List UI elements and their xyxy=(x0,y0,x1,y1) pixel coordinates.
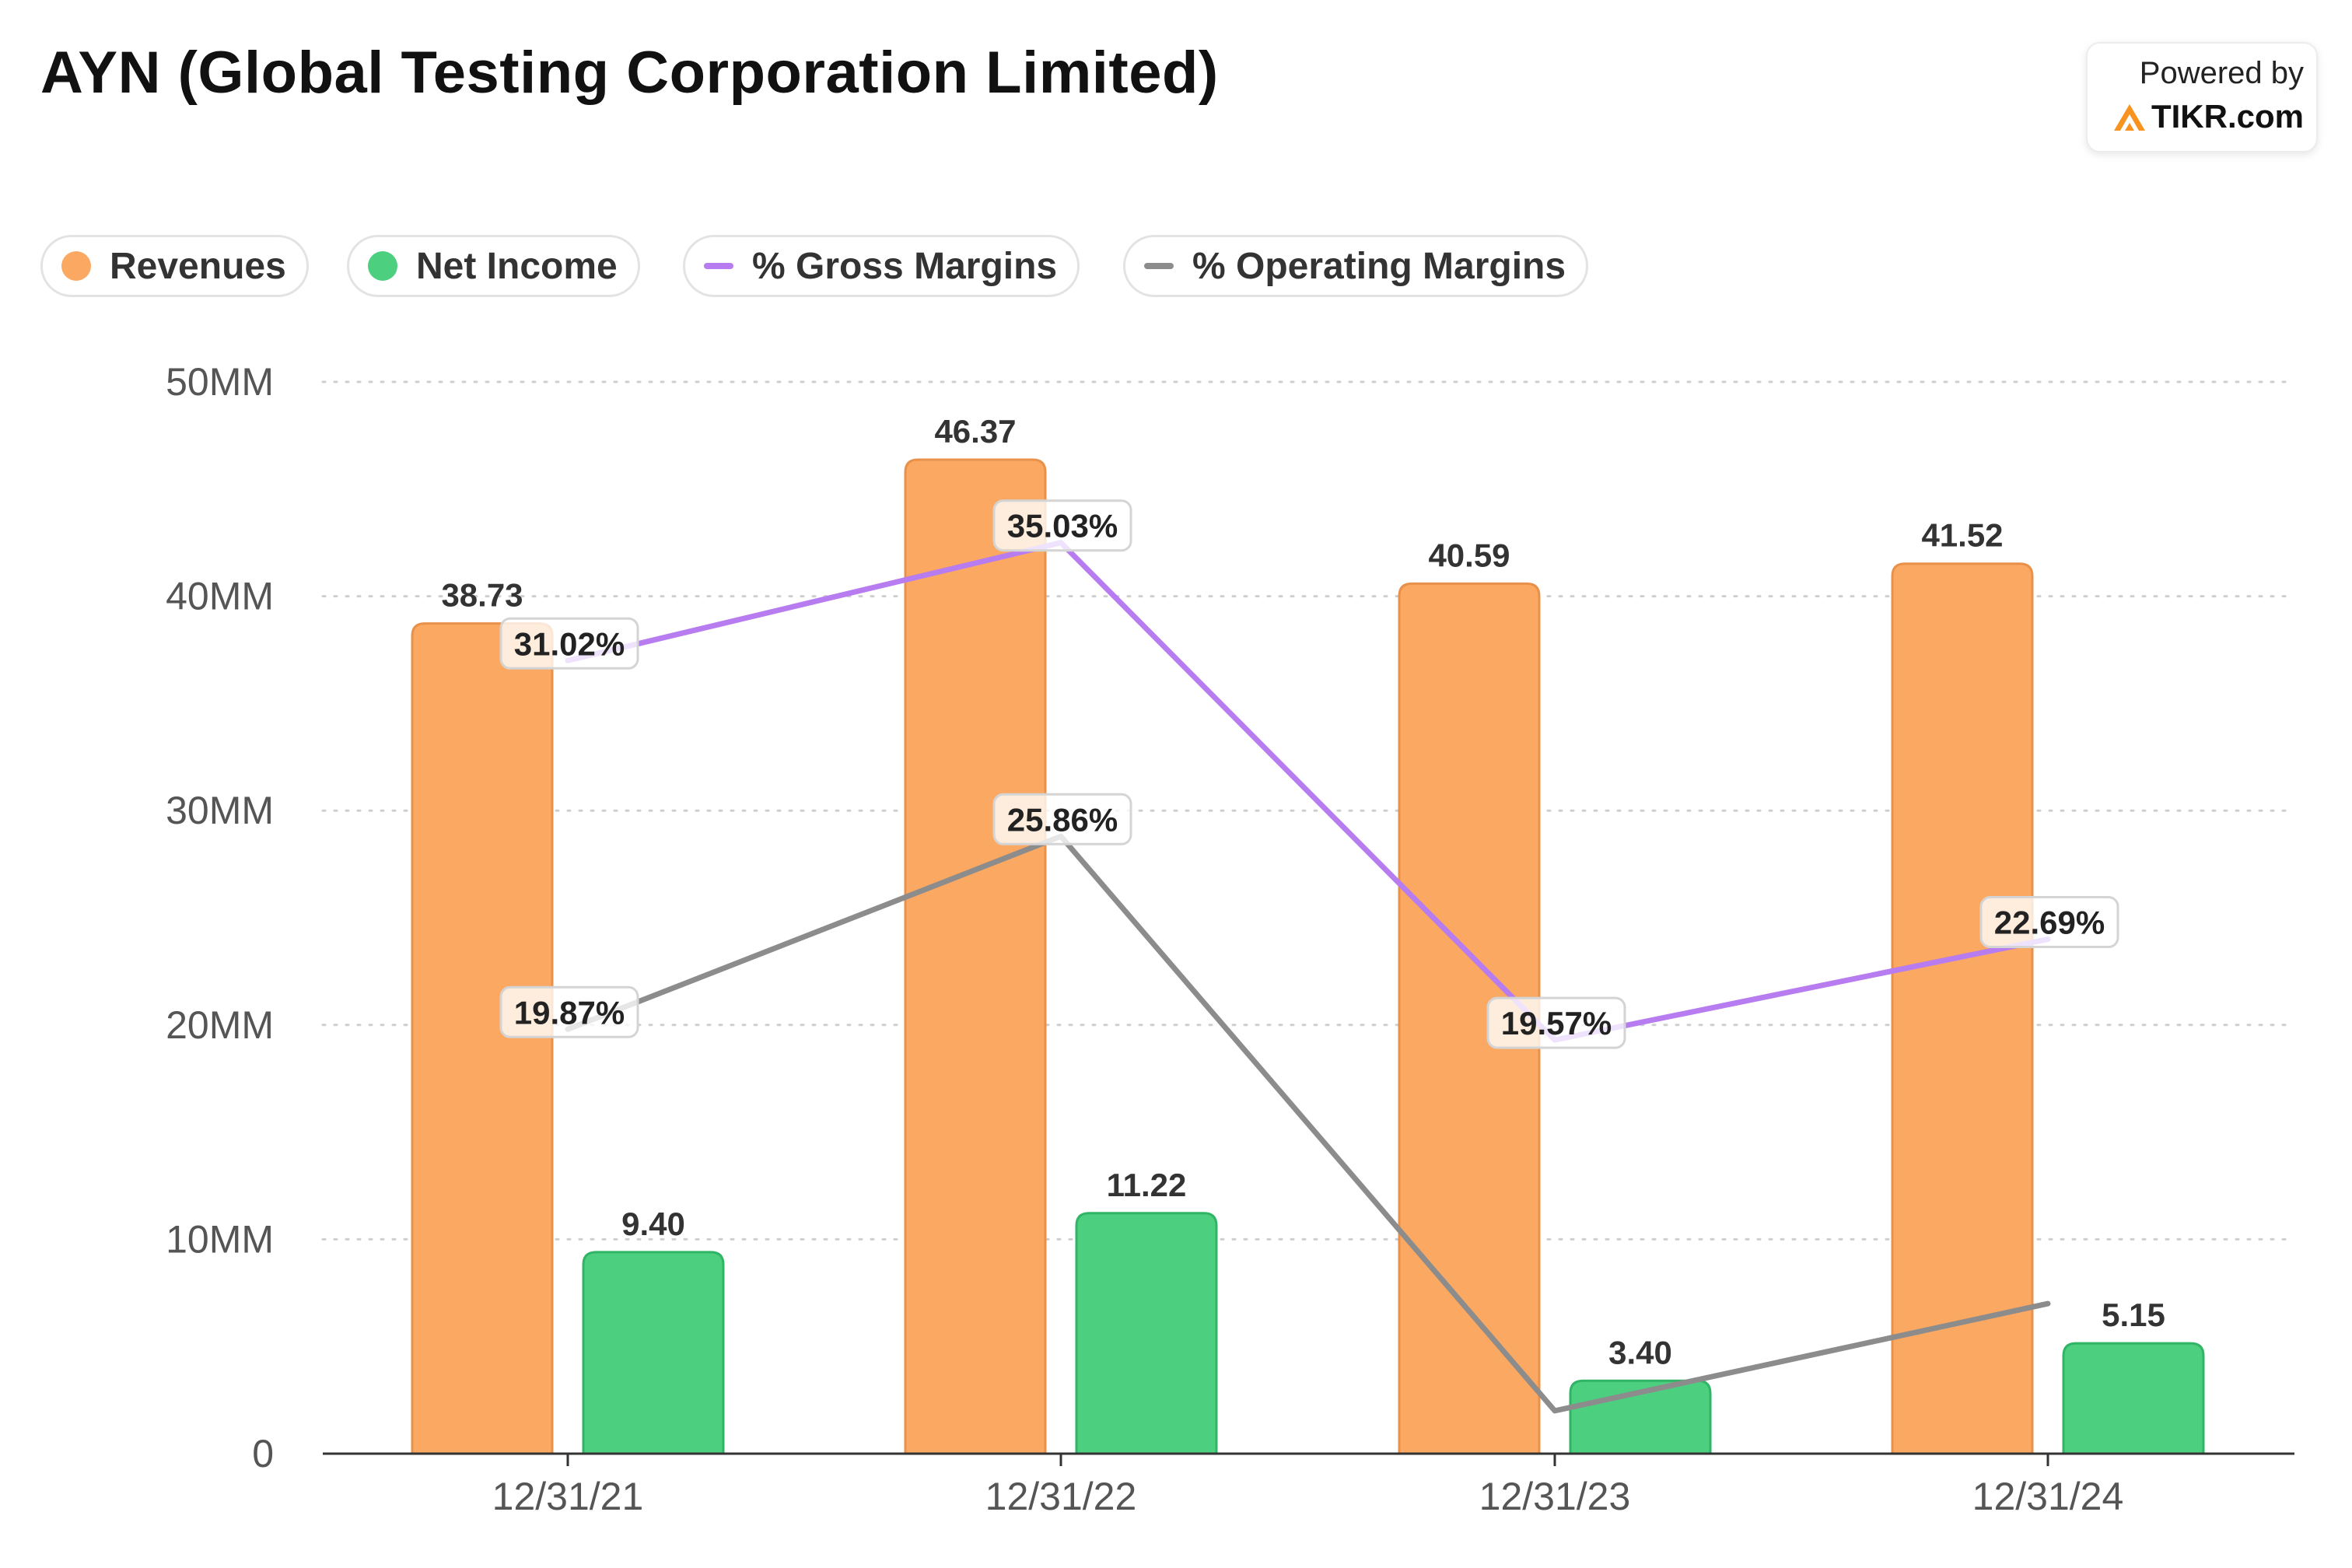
legend-label-operating-margins: % Operating Margins xyxy=(1192,245,1566,287)
x-tick-label: 12/31/21 xyxy=(492,1475,644,1518)
y-tick-label: 0 xyxy=(252,1432,274,1475)
net-income-data-label: 9.40 xyxy=(621,1206,685,1242)
revenues-dot-icon xyxy=(61,251,91,281)
gross-margins-data-label: 22.69% xyxy=(1994,905,2105,941)
powered-by-badge[interactable]: Powered by TIKR.com xyxy=(2086,42,2318,152)
operating-margins-line-icon xyxy=(1144,263,1174,269)
y-tick-label: 10MM xyxy=(166,1217,274,1261)
x-tick-label: 12/31/23 xyxy=(1479,1475,1631,1518)
gross-margins-data-label: 35.03% xyxy=(1007,508,1118,544)
revenues-data-label: 41.52 xyxy=(1921,517,2003,554)
gross-margins-label-box xyxy=(1486,996,1626,1049)
x-tick-label: 12/31/24 xyxy=(1972,1475,2124,1518)
operating-margins-data-label: 19.87% xyxy=(514,994,625,1031)
y-tick-label: 40MM xyxy=(166,575,274,618)
brand-name-text: TIKR.com xyxy=(2151,98,2304,135)
gross-margins-line-icon xyxy=(704,263,733,269)
brand-name: TIKR.com xyxy=(2112,98,2304,135)
legend-item-gross-margins[interactable]: % Gross Margins xyxy=(683,235,1080,297)
net-income-bar xyxy=(1075,1212,1218,1455)
revenues-bar xyxy=(411,622,554,1455)
gross-margins-data-label: 31.02% xyxy=(514,625,625,662)
x-tick-label: 12/31/22 xyxy=(985,1475,1137,1518)
gross-margins-label-box xyxy=(992,499,1132,552)
y-tick-label: 20MM xyxy=(166,1003,274,1047)
net-income-data-label: 11.22 xyxy=(1107,1167,1187,1203)
tikr-logo-icon xyxy=(2113,104,2145,131)
revenues-data-label: 46.37 xyxy=(934,413,1016,450)
gross-margins-label-box xyxy=(499,617,639,670)
revenues-bar xyxy=(1891,562,2034,1455)
legend-item-revenues[interactable]: Revenues xyxy=(40,235,309,297)
operating-margins-label-box xyxy=(992,793,1132,845)
net-income-dot-icon xyxy=(368,251,397,281)
revenues-bar xyxy=(904,458,1047,1455)
chart-title: AYN (Global Testing Corporation Limited) xyxy=(40,40,1219,106)
legend-item-operating-margins[interactable]: % Operating Margins xyxy=(1123,235,1589,297)
net-income-data-label: 5.15 xyxy=(2102,1297,2165,1333)
y-tick-label: 50MM xyxy=(166,360,274,404)
y-tick-label: 30MM xyxy=(166,789,274,832)
legend-item-net-income[interactable]: Net Income xyxy=(347,235,640,297)
legend-label-revenues: Revenues xyxy=(110,245,286,287)
gross-margins-data-label: 19.57% xyxy=(1501,1005,1612,1041)
operating-margins-data-label: 25.86% xyxy=(1007,801,1118,838)
powered-by-text: Powered by xyxy=(2139,56,2304,90)
gross-margins-label-box xyxy=(1979,896,2119,949)
operating-margins-label-box xyxy=(499,985,639,1038)
revenues-data-label: 40.59 xyxy=(1428,537,1510,573)
net-income-bar xyxy=(2062,1342,2205,1455)
legend-label-net-income: Net Income xyxy=(416,245,618,287)
net-income-bar xyxy=(582,1251,725,1455)
revenues-bar xyxy=(1398,582,1541,1455)
net-income-data-label: 3.40 xyxy=(1608,1334,1672,1370)
gross-margins-line xyxy=(565,540,2051,1043)
revenues-data-label: 38.73 xyxy=(441,577,523,614)
operating-margins-line xyxy=(565,833,2051,1414)
legend-label-gross-margins: % Gross Margins xyxy=(752,245,1058,287)
